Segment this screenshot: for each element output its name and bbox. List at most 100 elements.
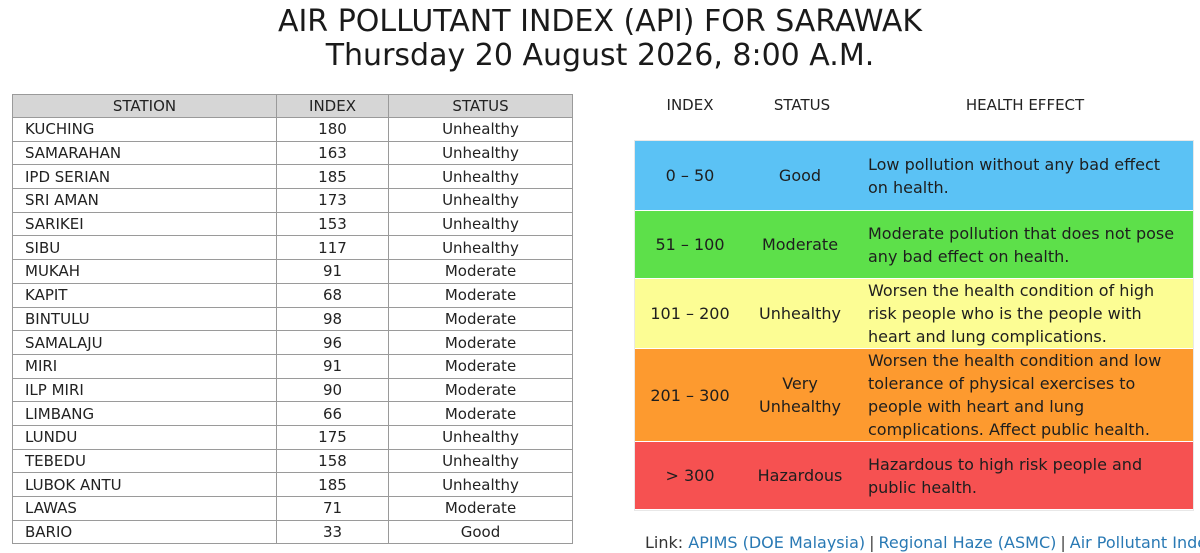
legend-band: 51 – 100 Moderate Moderate pollution that …	[635, 211, 1193, 279]
station-status: Moderate	[388, 377, 573, 403]
table-row: SARIKEI 153 Unhealthy	[12, 211, 573, 237]
table-row: KUCHING 180 Unhealthy	[12, 117, 573, 142]
station-status: Good	[388, 519, 573, 545]
links-label: Link:	[645, 533, 684, 552]
band-status-text: Unhealthy	[759, 304, 841, 323]
band-range: 51 – 100	[635, 211, 745, 278]
station-index: 163	[276, 140, 389, 166]
band-range-text: > 300	[665, 466, 715, 485]
table-row: LIMBANG 66 Moderate	[12, 401, 573, 426]
station-index: 71	[276, 496, 389, 521]
station-status: Unhealthy	[388, 140, 573, 166]
band-range: > 300	[635, 442, 745, 509]
station-status: Moderate	[388, 401, 573, 426]
station-index: 158	[276, 448, 389, 474]
table-row: TEBEDU 158 Unhealthy	[12, 448, 573, 474]
band-status-text: Very Unhealthy	[759, 374, 841, 416]
legend-header-index: INDEX	[666, 96, 714, 114]
band-effect-text: Worsen the health condition and low tole…	[868, 351, 1162, 439]
table-row: ILP MIRI 90 Moderate	[12, 377, 573, 403]
band-effect: Worsen the health condition of high risk…	[868, 279, 1179, 348]
station-name: SAMALAJU	[12, 330, 277, 355]
link-regional-haze[interactable]: Regional Haze (ASMC)	[878, 533, 1057, 552]
link-apims[interactable]: APIMS (DOE Malaysia)	[688, 533, 866, 552]
station-name: SARIKEI	[12, 211, 277, 237]
table-row: LUBOK ANTU 185 Unhealthy	[12, 472, 573, 497]
table-row: MIRI 91 Moderate	[12, 353, 573, 379]
station-index: 180	[276, 117, 389, 142]
legend-band: > 300 Hazardous Hazardous to high risk peo…	[635, 442, 1193, 510]
column-header-index: INDEX	[276, 94, 389, 118]
station-table-header: STATION INDEX STATUS	[12, 94, 573, 118]
station-index: 175	[276, 424, 389, 450]
legend-header-effect: HEALTH EFFECT	[965, 96, 1085, 114]
link-air-pollutant-index[interactable]: Air Pollutant Index	[1069, 533, 1200, 552]
table-row: SAMALAJU 96 Moderate	[12, 330, 573, 355]
page-title: AIR POLLUTANT INDEX (API) FOR SARAWAK	[277, 4, 923, 39]
legend-header-status: STATUS	[773, 96, 831, 114]
station-index: 66	[276, 401, 389, 426]
station-status: Moderate	[388, 282, 573, 308]
table-row: KAPIT 68 Moderate	[12, 282, 573, 308]
station-index: 117	[276, 235, 389, 261]
band-effect-text: Moderate pollution that does not pose an…	[868, 223, 1175, 266]
legend-band: 0 – 50 Good Low pollution without any bad …	[635, 141, 1193, 211]
band-effect: Worsen the health condition and low tole…	[868, 349, 1179, 441]
band-range: 101 – 200	[635, 279, 745, 348]
band-status-text: Hazardous	[757, 466, 843, 485]
station-status: Unhealthy	[388, 472, 573, 497]
station-name: IPD SERIAN	[12, 164, 277, 190]
links-bar: Link: APIMS (DOE Malaysia) | Regional Haze…	[645, 533, 1200, 553]
table-row: BINTULU 98 Moderate	[12, 306, 573, 332]
station-name: KAPIT	[12, 282, 277, 308]
station-index: 90	[276, 377, 389, 403]
band-range-text: 201 – 300	[650, 385, 730, 405]
station-index: 33	[276, 519, 389, 545]
station-status: Moderate	[388, 496, 573, 521]
station-status: Unhealthy	[388, 235, 573, 261]
station-name: MIRI	[12, 353, 277, 379]
station-name: SRI AMAN	[12, 188, 277, 213]
link-separator: |	[869, 533, 875, 552]
band-status: Moderate	[745, 211, 855, 278]
band-status: Hazardous	[745, 442, 855, 509]
station-status: Unhealthy	[388, 188, 573, 213]
link-separator: |	[1060, 533, 1066, 552]
station-index: 173	[276, 188, 389, 213]
station-name: TEBEDU	[12, 448, 277, 474]
station-status: Unhealthy	[388, 448, 573, 474]
station-name: BARIO	[12, 519, 277, 545]
band-effect: Moderate pollution that does not pose an…	[868, 211, 1179, 278]
station-index: 185	[276, 164, 389, 190]
band-status-text: Good	[778, 166, 822, 185]
band-effect: Low pollution without any bad effect on …	[868, 141, 1179, 210]
station-name: LAWAS	[12, 496, 277, 521]
band-status: Very Unhealthy	[745, 349, 855, 441]
column-header-station: STATION	[12, 94, 277, 118]
band-range: 0 – 50	[635, 141, 745, 210]
report-datetime: Thursday 20 August 2026, 8:00 A.M.	[325, 38, 875, 73]
station-name: SIBU	[12, 235, 277, 261]
station-status: Unhealthy	[388, 424, 573, 450]
band-effect-text: Hazardous to high risk people and public…	[868, 454, 1143, 497]
table-row: LAWAS 71 Moderate	[12, 496, 573, 521]
station-name: KUCHING	[12, 117, 277, 142]
band-status: Unhealthy	[745, 279, 855, 348]
station-status: Unhealthy	[388, 211, 573, 237]
band-status-text: Moderate	[761, 235, 839, 254]
band-range-text: 0 – 50	[665, 166, 715, 185]
station-index: 96	[276, 330, 389, 355]
station-status: Moderate	[388, 353, 573, 379]
table-row: IPD SERIAN 185 Unhealthy	[12, 164, 573, 190]
table-row: MUKAH 91 Moderate	[12, 259, 573, 284]
table-row: SIBU 117 Unhealthy	[12, 235, 573, 261]
station-status: Unhealthy	[388, 117, 573, 142]
station-table: STATION INDEX STATUS KUCHING 180 Unhealthy…	[12, 94, 573, 545]
band-effect-text: Low pollution without any bad effect on …	[868, 154, 1161, 197]
band-effect: Hazardous to high risk people and public…	[868, 442, 1179, 509]
station-status: Moderate	[388, 259, 573, 284]
station-name: MUKAH	[12, 259, 277, 284]
table-row: BARIO 33 Good	[12, 519, 573, 545]
band-range-text: 101 – 200	[650, 304, 730, 323]
station-index: 153	[276, 211, 389, 237]
